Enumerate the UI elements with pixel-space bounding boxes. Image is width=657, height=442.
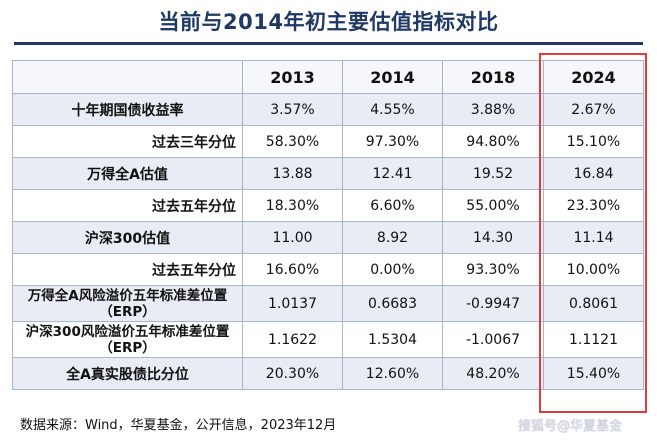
cell-value: 12.60% xyxy=(342,357,443,390)
table-row: 过去五年分位 18.30% 6.60% 55.00% 23.30% xyxy=(12,189,644,222)
cell-value: 58.30% xyxy=(242,125,343,158)
watermark: 搜狐号@华夏基金 xyxy=(518,419,623,434)
table-row: 沪深300估值 11.00 8.92 14.30 11.14 xyxy=(12,221,644,254)
row-label: 万得全A估值 xyxy=(12,157,243,190)
table-row: 过去五年分位 16.60% 0.00% 93.30% 10.00% xyxy=(12,253,644,286)
table-row: 过去三年分位 58.30% 97.30% 94.80% 15.10% xyxy=(12,125,644,158)
cell-value: -1.0067 xyxy=(442,321,544,358)
header-cell-2018: 2018 xyxy=(442,60,544,94)
cell-value: 2.67% xyxy=(543,93,644,126)
cell-value: 10.00% xyxy=(543,253,644,286)
cell-value: 97.30% xyxy=(342,125,443,158)
cell-value: 3.57% xyxy=(242,93,343,126)
header-cell-2024: 2024 xyxy=(543,60,644,94)
row-label: 过去三年分位 xyxy=(12,125,243,158)
cell-value: 15.10% xyxy=(543,125,644,158)
cell-value: 1.5304 xyxy=(342,321,443,358)
cell-value: 3.88% xyxy=(442,93,544,126)
cell-value: 6.60% xyxy=(342,189,443,222)
cell-value: 0.6683 xyxy=(342,285,443,322)
cell-value: 23.30% xyxy=(543,189,644,222)
valuation-table: 2013 2014 2018 2024 十年期国债收益率 3.57% 4.55%… xyxy=(12,60,644,390)
table-row: 十年期国债收益率 3.57% 4.55% 3.88% 2.67% xyxy=(12,93,644,126)
page-title: 当前与2014年初主要估值指标对比 xyxy=(158,10,499,34)
cell-value: 13.88 xyxy=(242,157,343,190)
cell-value: 48.20% xyxy=(442,357,544,390)
cell-value: 93.30% xyxy=(442,253,544,286)
table-row: 万得全A估值 13.88 12.41 19.52 16.84 xyxy=(12,157,644,190)
cell-value: 94.80% xyxy=(442,125,544,158)
cell-value: 1.0137 xyxy=(242,285,343,322)
cell-value: 12.41 xyxy=(342,157,443,190)
row-label: 万得全A风险溢价五年标准差位置（ERP） xyxy=(12,285,243,322)
cell-value: 18.30% xyxy=(242,189,343,222)
cell-value: 14.30 xyxy=(442,221,544,254)
table-row: 全A真实股债比分位 20.30% 12.60% 48.20% 15.40% xyxy=(12,357,644,390)
cell-value: 1.1622 xyxy=(242,321,343,358)
cell-value: 20.30% xyxy=(242,357,343,390)
cell-value: 1.1121 xyxy=(543,321,644,358)
source-note: 数据来源：Wind，华夏基金，公开信息，2023年12月 xyxy=(20,418,337,433)
row-label: 过去五年分位 xyxy=(12,189,243,222)
cell-value: 11.00 xyxy=(242,221,343,254)
row-label: 全A真实股债比分位 xyxy=(12,357,243,390)
cell-value: 16.60% xyxy=(242,253,343,286)
cell-value: 4.55% xyxy=(342,93,443,126)
cell-value: 0.8061 xyxy=(543,285,644,322)
table-row: 万得全A风险溢价五年标准差位置（ERP） 1.0137 0.6683 -0.99… xyxy=(12,285,644,322)
row-label: 沪深300风险溢价五年标准差位置（ERP） xyxy=(12,321,243,358)
cell-value: 15.40% xyxy=(543,357,644,390)
header-cell-2014: 2014 xyxy=(342,60,443,94)
cell-value: 55.00% xyxy=(442,189,544,222)
table-row: 沪深300风险溢价五年标准差位置（ERP） 1.1622 1.5304 -1.0… xyxy=(12,321,644,358)
row-label: 沪深300估值 xyxy=(12,221,243,254)
table-header-row: 2013 2014 2018 2024 xyxy=(12,60,644,94)
cell-value: 8.92 xyxy=(342,221,443,254)
row-label: 过去五年分位 xyxy=(12,253,243,286)
cell-value: -0.9947 xyxy=(442,285,544,322)
cell-value: 19.52 xyxy=(442,157,544,190)
header-cell-empty xyxy=(12,60,243,94)
cell-value: 11.14 xyxy=(543,221,644,254)
cell-value: 16.84 xyxy=(543,157,644,190)
cell-value: 0.00% xyxy=(342,253,443,286)
title-divider xyxy=(14,42,643,45)
row-label: 十年期国债收益率 xyxy=(12,93,243,126)
header-cell-2013: 2013 xyxy=(242,60,343,94)
